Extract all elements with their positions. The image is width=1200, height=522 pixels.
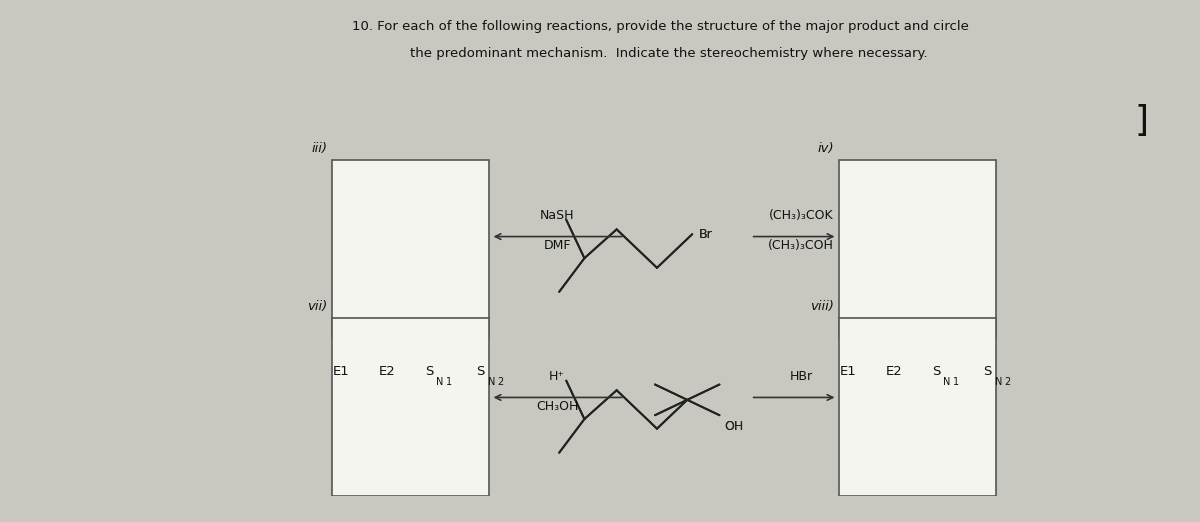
Text: 2: 2 <box>1004 376 1010 387</box>
Bar <box>840 318 996 496</box>
Text: OH: OH <box>725 420 744 433</box>
Text: E1: E1 <box>332 364 349 377</box>
Text: CH₃OH: CH₃OH <box>536 400 578 413</box>
Text: 1: 1 <box>953 376 960 387</box>
Text: iii): iii) <box>311 142 328 155</box>
Text: E2: E2 <box>886 364 902 377</box>
Text: Br: Br <box>698 228 712 241</box>
Text: S: S <box>984 364 992 377</box>
Text: the predominant mechanism.  Indicate the stereochemistry where necessary.: the predominant mechanism. Indicate the … <box>392 47 928 60</box>
Text: iv): iv) <box>817 142 834 155</box>
Text: N: N <box>943 376 950 387</box>
Text: N: N <box>437 376 444 387</box>
Text: 1: 1 <box>446 376 452 387</box>
Text: OH: OH <box>725 420 744 433</box>
Bar <box>332 318 488 496</box>
Text: ]: ] <box>1135 104 1148 138</box>
Text: N: N <box>487 376 496 387</box>
Text: E2: E2 <box>379 364 396 377</box>
Bar <box>840 160 996 337</box>
Bar <box>332 160 488 337</box>
Text: 10. For each of the following reactions, provide the structure of the major prod: 10. For each of the following reactions,… <box>352 20 968 33</box>
Text: (CH₃)₃COK: (CH₃)₃COK <box>769 209 834 222</box>
Text: DMF: DMF <box>544 239 571 252</box>
Text: H⁺: H⁺ <box>550 370 565 383</box>
Text: (CH₃)₃COH: (CH₃)₃COH <box>768 239 834 252</box>
Text: NaSH: NaSH <box>540 209 575 222</box>
Text: 2: 2 <box>498 376 504 387</box>
Text: S: S <box>932 364 941 377</box>
Text: vii): vii) <box>307 300 328 313</box>
Text: Br: Br <box>698 228 712 241</box>
Text: S: S <box>425 364 433 377</box>
Text: N: N <box>995 376 1002 387</box>
Text: S: S <box>476 364 485 377</box>
Text: E1: E1 <box>840 364 856 377</box>
Text: HBr: HBr <box>790 370 812 383</box>
Text: viii): viii) <box>810 300 834 313</box>
